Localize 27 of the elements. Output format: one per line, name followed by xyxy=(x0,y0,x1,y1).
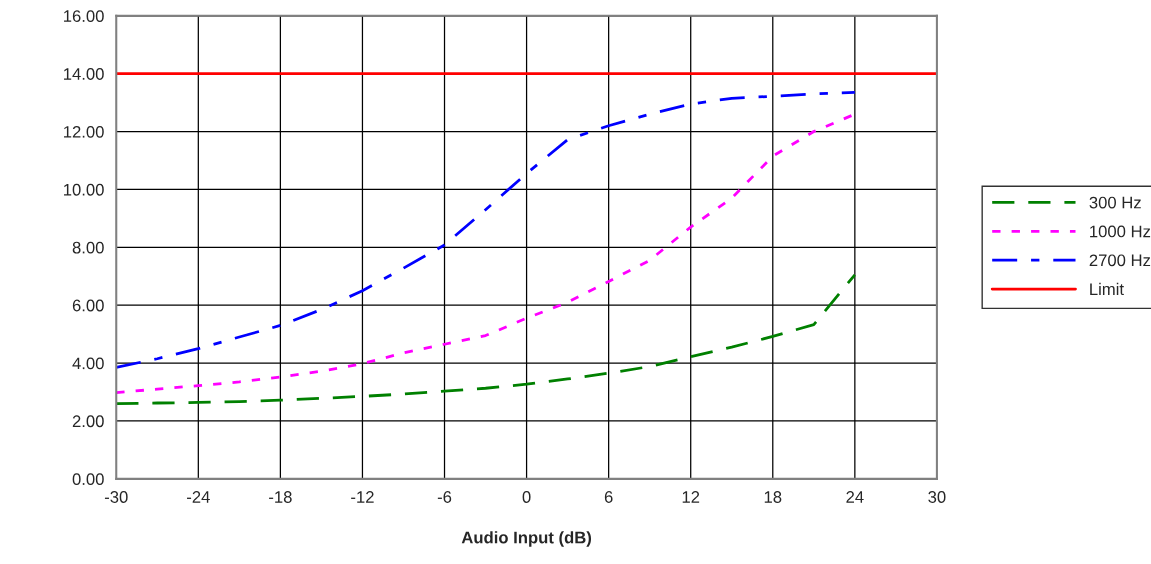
y-tick-label: 10.00 xyxy=(64,183,104,196)
x-tick-label: -30 xyxy=(104,491,128,503)
legend-label: 300 Hz xyxy=(1089,196,1141,209)
x-tick-label: 18 xyxy=(764,491,782,503)
y-tick-label: 16.00 xyxy=(64,10,104,22)
x-tick-label: 6 xyxy=(604,491,613,503)
legend-label: Limit xyxy=(1090,282,1124,296)
y-tick-label: 6.00 xyxy=(72,299,104,312)
x-tick-label: 30 xyxy=(928,491,946,503)
x-tick-label: 12 xyxy=(682,491,700,503)
x-tick-label: -18 xyxy=(269,491,292,503)
y-tick-label: 14.00 xyxy=(64,68,104,80)
legend-label: 2700 Hz xyxy=(1089,254,1151,267)
line-series xyxy=(116,91,857,369)
line-series xyxy=(116,273,857,405)
x-tick-label: -24 xyxy=(187,491,210,503)
y-tick-label: 8.00 xyxy=(72,241,104,254)
y-tick-label: 4.00 xyxy=(72,357,104,370)
x-tick-label: -12 xyxy=(351,491,374,503)
x-tick-label: -6 xyxy=(437,491,452,503)
x-tick-label: 24 xyxy=(846,491,864,503)
x-tick-label: 0 xyxy=(522,491,531,503)
y-tick-label: 2.00 xyxy=(72,415,104,428)
x-axis-title: Audio Input (dB) xyxy=(461,531,592,547)
y-tick-label: 0.00 xyxy=(72,473,104,486)
y-tick-label: 12.00 xyxy=(64,125,104,138)
legend-label: 1000 Hz xyxy=(1090,225,1151,238)
